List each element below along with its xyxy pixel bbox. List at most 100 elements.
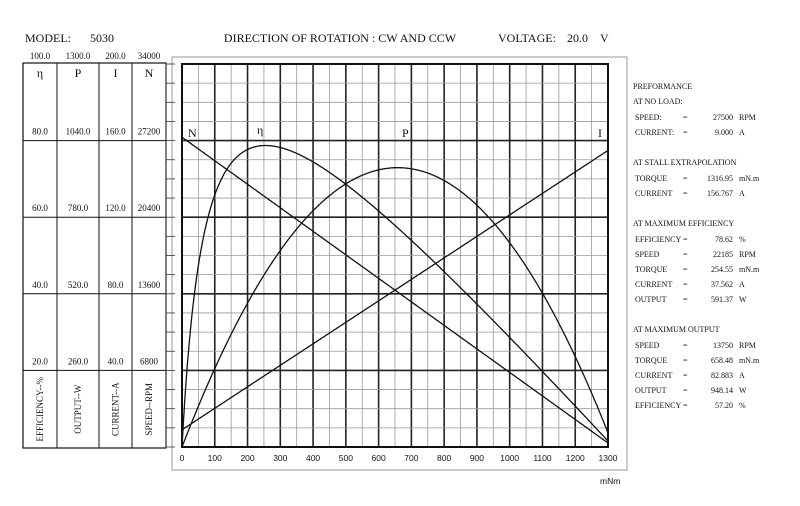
x-tick-label: 400 — [306, 453, 320, 463]
voltage-unit: V — [600, 31, 609, 45]
curve-label-eta: η — [257, 123, 263, 137]
x-tick-labels: 0 100 200 300 400 500 600 700 800 900 1000 1100 1200… — [180, 453, 618, 463]
chart-grid — [181, 63, 609, 448]
model-label: MODEL: — [25, 31, 71, 45]
axis-title: EFFICIENCY--% — [35, 376, 45, 441]
performance-row-unit: A — [739, 280, 745, 289]
axis-title: CURRENT--A — [111, 382, 121, 436]
performance-row-unit: RPM — [739, 250, 756, 259]
performance-row-label: SPEED — [635, 341, 660, 350]
performance-row-eq: = — [683, 235, 688, 244]
performance-row-value: 22185 — [713, 250, 733, 259]
performance-row-unit: % — [739, 401, 746, 410]
x-tick-label: 700 — [404, 453, 418, 463]
performance-row-label: TORQUE — [635, 174, 667, 183]
curve-label-p: P — [402, 126, 409, 140]
performance-row-value: 156.767 — [707, 189, 733, 198]
axis-tick-value: 80.0 — [108, 280, 124, 290]
x-tick-label: 1000 — [500, 453, 519, 463]
performance-row-eq: = — [683, 265, 688, 274]
performance-row-label: CURRENT — [635, 189, 672, 198]
performance-row-eq: = — [683, 341, 688, 350]
performance-row-eq: = — [683, 356, 688, 365]
performance-row-value: 1316.95 — [707, 174, 733, 183]
performance-section-heading: AT MAXIMUM EFFICIENCY — [633, 219, 734, 228]
x-tick-label: 1100 — [533, 453, 552, 463]
performance-row-unit: W — [739, 386, 747, 395]
performance-row-eq: = — [683, 189, 688, 198]
axis-tick-value: 80.0 — [32, 127, 48, 137]
axis-title: SPEED--RPM — [144, 383, 154, 436]
performance-row-eq: = — [683, 250, 688, 259]
axis-max-value: 34000 — [138, 51, 161, 61]
x-tick-label: 300 — [273, 453, 287, 463]
performance-row-eq: = — [683, 295, 688, 304]
performance-row-label: CURRENT: — [635, 128, 674, 137]
performance-row-eq: = — [683, 401, 688, 410]
efficiency-curve — [181, 144, 609, 448]
x-tick-label: 1200 — [566, 453, 585, 463]
performance-row-eq: = — [683, 128, 688, 137]
axis-tick-value: 780.0 — [68, 203, 89, 213]
model-value: 5030 — [90, 31, 114, 45]
x-tick-label: 1300 — [599, 453, 618, 463]
performance-row-value: 9.000 — [715, 128, 733, 137]
left-axis-table: 100.0 η 80.0 60.0 40.0 20.0 EFFICIENCY--% 1300.… — [22, 51, 167, 449]
performance-row-label: SPEED — [635, 250, 660, 259]
axis-tick-value: 6800 — [140, 356, 159, 366]
performance-row-value: 254.55 — [711, 265, 733, 274]
x-tick-label: 800 — [437, 453, 451, 463]
performance-row-label: CURRENT — [635, 371, 672, 380]
performance-row-eq: = — [683, 371, 688, 380]
axis-tick-value: 13600 — [138, 280, 161, 290]
axis-symbol: P — [75, 66, 82, 80]
performance-row-label: SPEED: — [635, 113, 662, 122]
axis-tick-value: 20.0 — [32, 356, 48, 366]
performance-panel: PREFORMANCE AT NO LOAD: SPEED: = 27500 RPM CUR… — [633, 82, 760, 410]
voltage-label: VOLTAGE: — [498, 31, 556, 45]
direction-of-rotation: DIRECTION OF ROTATION : CW AND CCW — [224, 31, 457, 45]
axis-tick-value: 40.0 — [32, 280, 48, 290]
performance-row-value: 37.562 — [711, 280, 733, 289]
performance-row-eq: = — [683, 174, 688, 183]
output-curve — [181, 167, 609, 448]
performance-row-unit: RPM — [739, 341, 756, 350]
curve-label-i: I — [598, 126, 602, 140]
performance-row-label: OUTPUT — [635, 386, 667, 395]
performance-section-heading: AT MAXIMUM OUTPUT — [633, 325, 720, 334]
performance-row-value: 658.48 — [711, 356, 733, 365]
performance-row-value: 948.14 — [711, 386, 733, 395]
axis-tick-value: 260.0 — [68, 356, 89, 366]
x-axis-label: mNm — [600, 476, 620, 486]
performance-row-unit: mN.m — [739, 174, 760, 183]
performance-row-label: OUTPUT — [635, 295, 667, 304]
axis-tick-value: 20400 — [138, 203, 161, 213]
axis-max-value: 100.0 — [30, 51, 51, 61]
axis-tick-value: 160.0 — [105, 127, 126, 137]
axis-tick-value: 520.0 — [68, 280, 89, 290]
axis-max-value: 1300.0 — [66, 51, 91, 61]
performance-row-value: 591.37 — [711, 295, 733, 304]
x-tick-label: 0 — [180, 453, 185, 463]
performance-row-unit: A — [739, 189, 745, 198]
performance-row-unit: RPM — [739, 113, 756, 122]
performance-row-value: 78.62 — [715, 235, 733, 244]
current-curve — [181, 149, 609, 431]
performance-title: PREFORMANCE — [633, 82, 692, 91]
performance-row-eq: = — [683, 113, 688, 122]
performance-row-label: TORQUE — [635, 356, 667, 365]
chart-frame — [171, 56, 628, 471]
axis-symbol: η — [37, 66, 43, 80]
x-tick-label: 600 — [372, 453, 386, 463]
performance-row-value: 13750 — [713, 341, 733, 350]
performance-row-value: 27500 — [713, 113, 733, 122]
axis-tick-value: 1040.0 — [66, 127, 91, 137]
axis-symbol: I — [114, 66, 118, 80]
axis-tick-value: 40.0 — [108, 356, 124, 366]
performance-row-label: EFFICIENCY — [635, 235, 681, 244]
x-tick-label: 500 — [339, 453, 353, 463]
performance-row-unit: A — [739, 128, 745, 137]
performance-row-eq: = — [683, 386, 688, 395]
performance-row-unit: % — [739, 235, 746, 244]
